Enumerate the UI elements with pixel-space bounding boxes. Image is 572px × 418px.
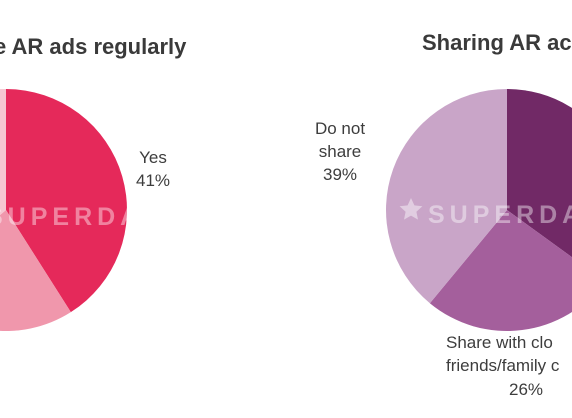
pie-ads [0,89,127,331]
watermark-text-right: SUPERDATA [428,201,572,229]
pie-slice-1-1 [429,210,572,331]
slice-label-donotshare-line1: Do not [315,119,365,138]
pie-chart-ads: e AR ads regularly SUPERDATA Yes 41% [0,34,187,331]
pie-slice-0-1 [0,210,71,331]
pie-slice-1-0 [507,89,572,258]
pie-slice-0-0 [6,89,127,313]
slice-value-yes: 41% [136,171,170,190]
slice-label-yes: Yes [139,148,167,167]
watermark-right: SUPERDATA [399,198,572,229]
slice-label-share-line2: friends/family c [446,356,560,375]
watermark-text-left: SUPERDATA [0,203,183,231]
slice-label-share-line1: Share with clo [446,333,553,352]
pie-chart-sharing: Sharing AR ac SUPERDATA Do not share 39%… [315,30,572,399]
slice-label-donotshare-line2: share [319,142,362,161]
pie-sharing [386,89,572,331]
watermark-left: SUPERDATA [0,203,183,231]
pie-slice-1-2 [386,89,507,304]
star-icon [399,198,423,220]
slice-value-donotshare: 39% [323,165,357,184]
slice-value-share: 26% [509,380,543,399]
chart-title-sharing: Sharing AR ac [422,30,572,55]
pie-slice-0-2 [0,89,6,215]
chart-title-ads: e AR ads regularly [0,34,187,59]
